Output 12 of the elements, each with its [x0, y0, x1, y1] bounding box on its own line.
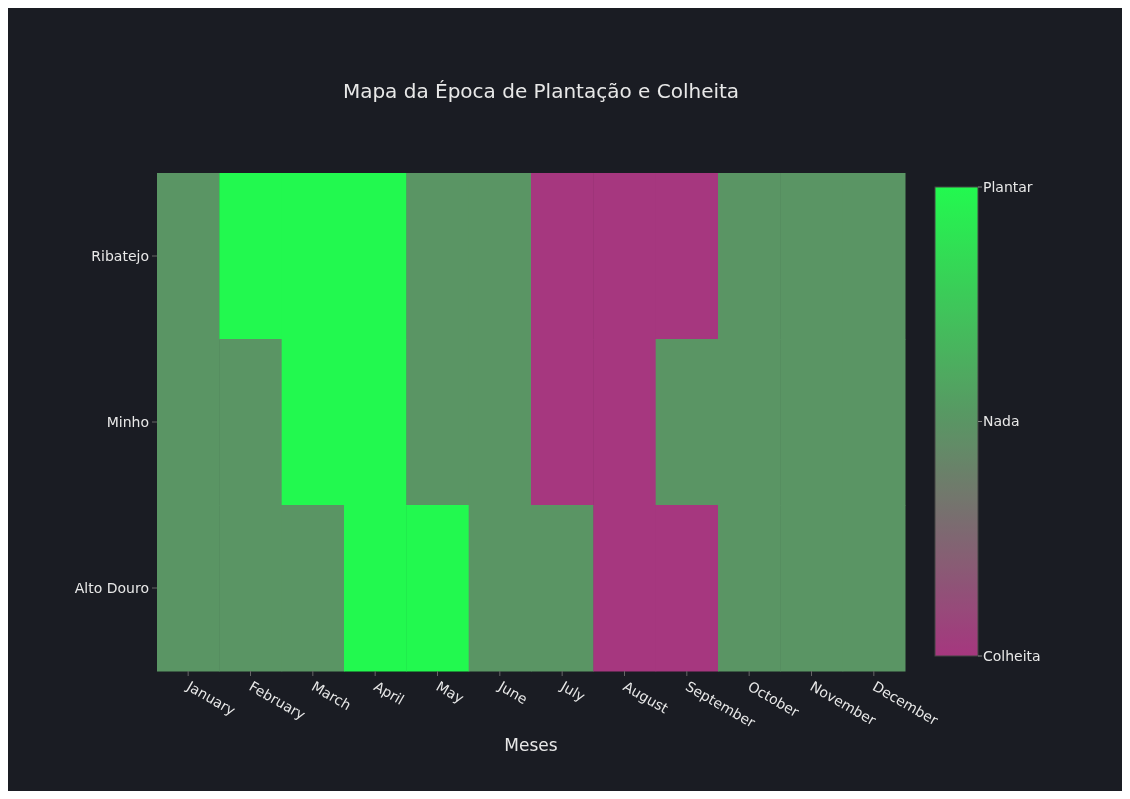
y-tick-label: Ribatejo: [91, 247, 149, 264]
chart-title: Mapa da Época de Plantação e Colheita: [342, 79, 740, 103]
color-bar-label: Plantar: [983, 178, 1033, 195]
x-tick-label: May: [433, 677, 467, 707]
x-tick-label: July: [557, 677, 589, 705]
y-tick-label: Minho: [106, 413, 149, 430]
x-axis-title: Meses: [504, 735, 558, 755]
x-tick-label: April: [371, 677, 407, 708]
x-tick-label: June: [495, 677, 531, 708]
color-bar-label: Nada: [983, 413, 1020, 430]
color-bar-label: Colheita: [983, 647, 1041, 664]
y-tick-label: Alto Douro: [74, 579, 149, 596]
